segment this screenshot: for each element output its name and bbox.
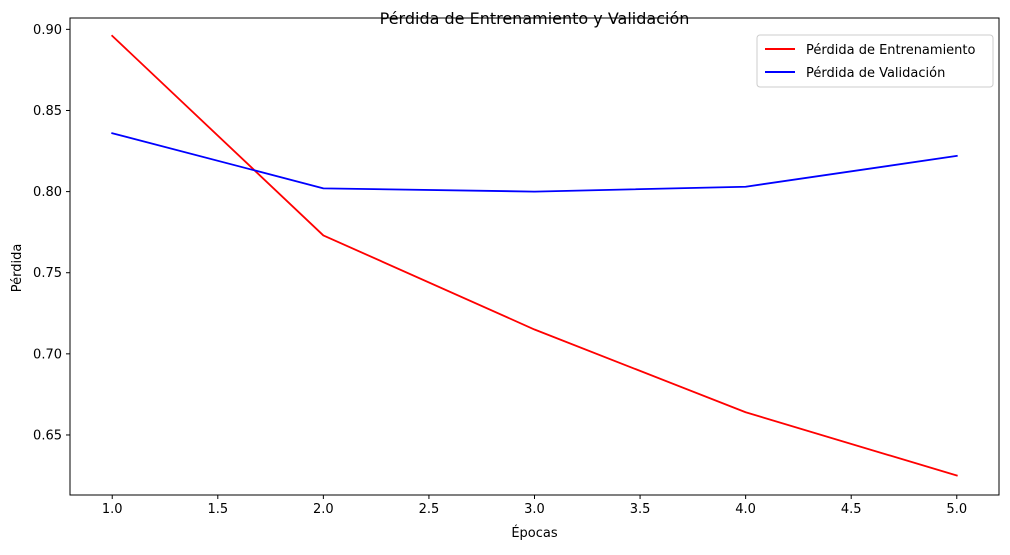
y-tick-label: 0.80 [33, 185, 62, 200]
y-axis-label: Pérdida [10, 244, 25, 293]
x-tick-label: 3.5 [630, 502, 651, 517]
legend-label-training: Pérdida de Entrenamiento [806, 43, 976, 58]
x-tick-label: 2.0 [313, 502, 334, 517]
series-line-validation [112, 133, 957, 191]
y-tick-label: 0.75 [33, 266, 62, 281]
x-axis-label: Épocas [511, 525, 558, 541]
x-tick-label: 5.0 [946, 502, 967, 517]
plot-frame [70, 18, 999, 495]
x-tick-label: 4.5 [841, 502, 862, 517]
y-tick-label: 0.90 [33, 23, 62, 38]
y-tick-label: 0.65 [33, 428, 62, 443]
legend-label-validation: Pérdida de Validación [806, 66, 945, 81]
x-tick-label: 4.0 [735, 502, 756, 517]
series-layer [112, 36, 957, 476]
y-tick-label: 0.70 [33, 347, 62, 362]
x-tick-label: 2.5 [419, 502, 440, 517]
y-axis-ticks: 0.65 0.70 0.75 0.80 0.85 0.90 [33, 23, 70, 444]
series-line-training [112, 36, 957, 476]
y-tick-label: 0.85 [33, 104, 62, 119]
x-axis-ticks: 1.0 1.5 2.0 2.5 3.0 3.5 4.0 4.5 5.0 [102, 495, 967, 517]
x-tick-label: 3.0 [524, 502, 545, 517]
legend: Pérdida de Entrenamiento Pérdida de Vali… [757, 35, 993, 87]
x-tick-label: 1.0 [102, 502, 123, 517]
x-tick-label: 1.5 [207, 502, 228, 517]
